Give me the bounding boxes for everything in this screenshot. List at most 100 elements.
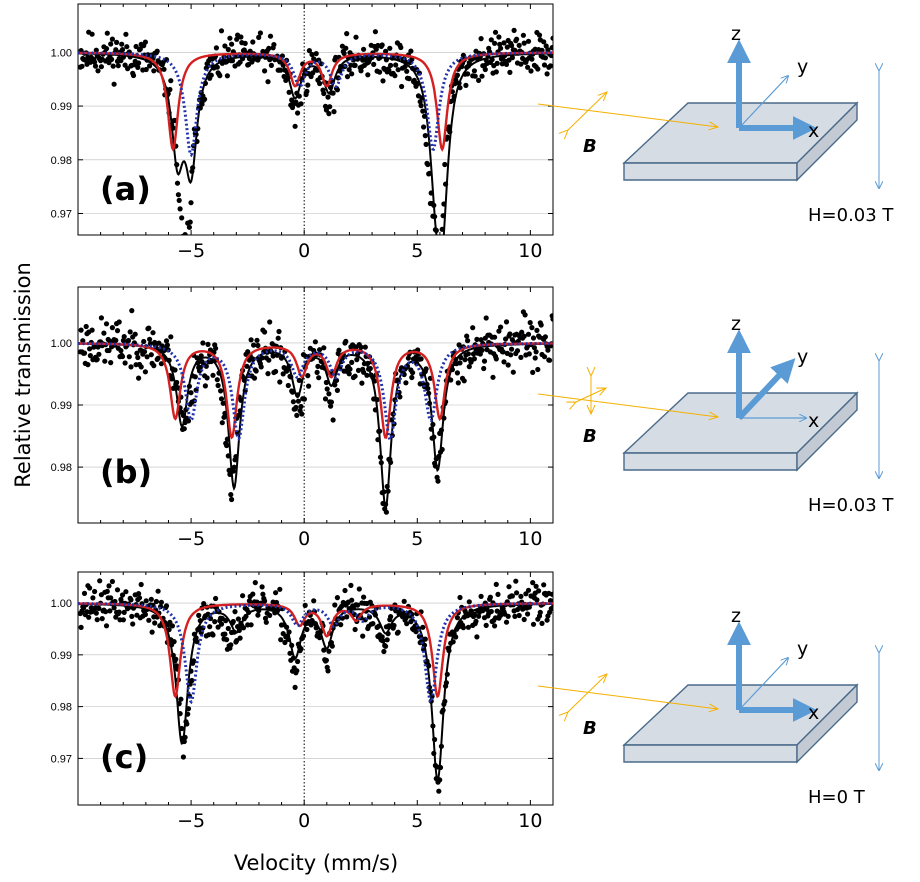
data-point [530,369,536,375]
data-point [289,104,296,111]
data-point [330,90,336,96]
data-point [98,315,104,321]
data-point [115,63,121,69]
x-tick-label: 0 [298,810,310,832]
data-point [401,371,407,378]
data-point [218,28,225,34]
data-point [78,624,84,631]
data-point [89,31,95,37]
data-point [112,598,118,605]
data-point [120,337,126,344]
data-point [143,66,149,73]
data-point [364,372,370,378]
x-tick-label: 5 [411,810,423,832]
data-point [148,596,154,602]
data-point [139,601,145,607]
data-point [114,39,120,46]
data-point [456,342,462,348]
data-point [129,613,135,620]
data-point [305,82,311,88]
data-point [358,344,364,350]
data-point [158,599,164,605]
data-point [532,355,538,361]
data-point [533,583,539,589]
data-point [321,345,327,351]
x-tick-label: 10 [518,240,542,262]
y-tick-label: 0.99 [51,101,72,113]
data-point [279,53,285,59]
data-point [399,83,405,90]
data-point [223,618,229,624]
data-point [326,648,332,654]
data-point [476,613,482,619]
data-point [387,45,393,51]
data-point [386,67,392,73]
data-point [103,321,110,327]
data-point [265,79,271,85]
data-point [479,73,485,79]
plot-frame [77,571,554,806]
data-point [493,581,499,588]
data-point [294,412,300,418]
data-point [550,35,553,41]
data-point [462,357,468,363]
data-point [525,587,532,593]
axis-label-z: z [731,605,741,627]
y-tick-label: 0.97 [51,209,72,221]
data-point [121,334,127,340]
data-point [109,56,115,63]
data-point [137,46,143,52]
data-point [196,612,202,619]
data-point [194,639,200,645]
data-point [200,340,206,346]
data-point [271,42,277,48]
data-point [132,331,138,337]
data-point [509,42,515,49]
data-point [493,356,499,362]
total-fit-curve [78,52,553,235]
data-point [503,619,510,625]
data-point [330,417,336,423]
data-point [490,374,496,380]
charts-group: −5 0 5 10 1.00 0.99 0.98 0.97 (a) −5 0 5 10 1.00 0.99 0… [51,3,554,832]
sample-slab-front [623,452,798,471]
field-strength-label: H=0 T [808,787,866,808]
data-point [461,378,467,384]
data-point [478,593,484,600]
data-point [185,234,189,235]
data-point [163,603,170,609]
data-point [527,320,533,326]
y-tick-label: 0.98 [51,702,72,714]
data-point [248,622,254,628]
data-point [525,331,532,337]
data-point [534,327,540,333]
data-point [550,604,553,610]
data-point [129,308,135,314]
data-point [410,370,416,376]
data-point [83,323,89,330]
data-point [213,45,219,51]
data-point [362,344,368,350]
data-point [273,590,279,596]
data-point [465,351,471,357]
data-point [218,388,224,394]
plot-area [78,308,553,515]
data-point [208,72,214,78]
data-point [347,366,353,372]
data-point [352,62,358,68]
data-point [210,632,216,638]
data-point [365,72,371,78]
data-point [474,634,480,640]
data-point [505,362,511,368]
data-point [277,379,283,385]
data-point [155,355,161,361]
data-point [530,621,537,627]
data-point [133,43,139,50]
data-point [408,48,414,54]
panel-label: (a) [100,170,151,208]
data-point [95,68,101,74]
data-point [471,356,477,362]
data-point [492,623,498,629]
data-point [218,396,225,402]
data-point [541,582,547,588]
